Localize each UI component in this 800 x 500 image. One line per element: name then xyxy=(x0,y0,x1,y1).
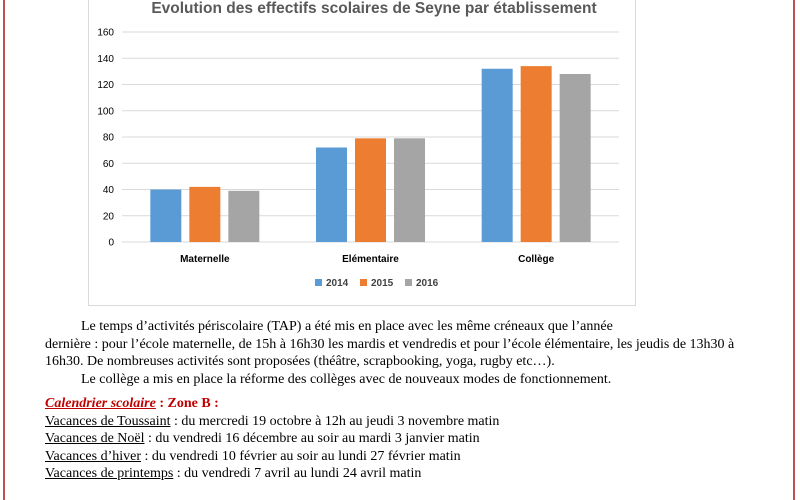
bar-2015 xyxy=(189,186,221,242)
x-category-label: Maternelle xyxy=(180,254,230,265)
y-tick-label: 40 xyxy=(103,185,115,196)
bar-chart: Evolution des effectifs scolaires de Sey… xyxy=(97,0,619,289)
chart-container: Evolution des effectifs scolaires de Sey… xyxy=(88,0,636,306)
right-page-border xyxy=(793,0,795,500)
y-tick-label: 140 xyxy=(97,54,114,65)
chart-title: Evolution des effectifs scolaires de Sey… xyxy=(151,0,596,17)
y-tick-label: 20 xyxy=(103,211,115,222)
tap-paragraph-line1: Le temps d’activités périscolaire (TAP) … xyxy=(81,319,613,334)
calendar-item-dates: : du mercredi 19 octobre à 12h au jeudi … xyxy=(170,413,500,429)
bar-2014 xyxy=(150,189,182,242)
bar-2016 xyxy=(394,138,425,242)
bar-2015 xyxy=(355,138,386,242)
calendar-item-label: Vacances de Noël xyxy=(45,431,145,446)
calendar-heading: Calendrier scolaire : Zone B : xyxy=(45,395,765,413)
bar-2016 xyxy=(559,74,591,242)
legend-label: 2014 xyxy=(326,278,349,289)
calendar-item-dates: : du vendredi 7 avril au lundi 24 avril … xyxy=(173,466,422,481)
calendar-item-hiver: Vacances d’hiver : du vendredi 10 févrie… xyxy=(45,448,765,466)
bar-2014 xyxy=(481,68,513,242)
calendar-item-dates: : du vendredi 10 février au soir au lund… xyxy=(141,448,461,464)
body-text: Le temps d’activités périscolaire (TAP) … xyxy=(45,318,765,483)
legend-swatch-2015 xyxy=(360,279,367,286)
calendar-item-toussaint: Vacances de Toussaint : du mercredi 19 o… xyxy=(45,413,765,431)
y-tick-label: 0 xyxy=(108,238,114,249)
college-paragraph: Le collège a mis en place la réforme des… xyxy=(81,371,612,387)
calendar-item-printemps: Vacances de printemps : du vendredi 7 av… xyxy=(45,465,765,483)
x-category-label: Collège xyxy=(518,254,555,265)
legend-label: 2015 xyxy=(371,278,394,289)
calendar-item-label: Vacances de printemps xyxy=(45,466,174,481)
calendar-item-label: Vacances de Toussaint xyxy=(45,413,171,429)
bar-2016 xyxy=(228,190,260,242)
calendar-item-label: Vacances d’hiver xyxy=(45,448,142,464)
calendar-item-noel: Vacances de Noël : du vendredi 16 décemb… xyxy=(45,430,765,448)
x-category-label: Elémentaire xyxy=(342,254,399,265)
y-tick-label: 60 xyxy=(103,159,115,170)
bar-2014 xyxy=(316,147,347,242)
left-page-border xyxy=(3,0,5,500)
calendar-item-dates: : du vendredi 16 décembre au soir au mar… xyxy=(144,431,480,446)
y-tick-label: 120 xyxy=(97,80,114,91)
y-tick-label: 160 xyxy=(97,28,114,39)
bar-2015 xyxy=(520,66,552,242)
tap-paragraph-rest: dernière : pour l’école maternelle, de 1… xyxy=(45,336,735,370)
calendar-heading-zone: : Zone B : xyxy=(155,396,219,411)
legend-swatch-2014 xyxy=(315,279,322,286)
y-tick-label: 80 xyxy=(103,133,115,144)
legend-label: 2016 xyxy=(416,278,439,289)
legend-swatch-2016 xyxy=(405,279,412,286)
y-tick-label: 100 xyxy=(97,106,114,117)
calendar-heading-title: Calendrier scolaire xyxy=(45,396,156,411)
